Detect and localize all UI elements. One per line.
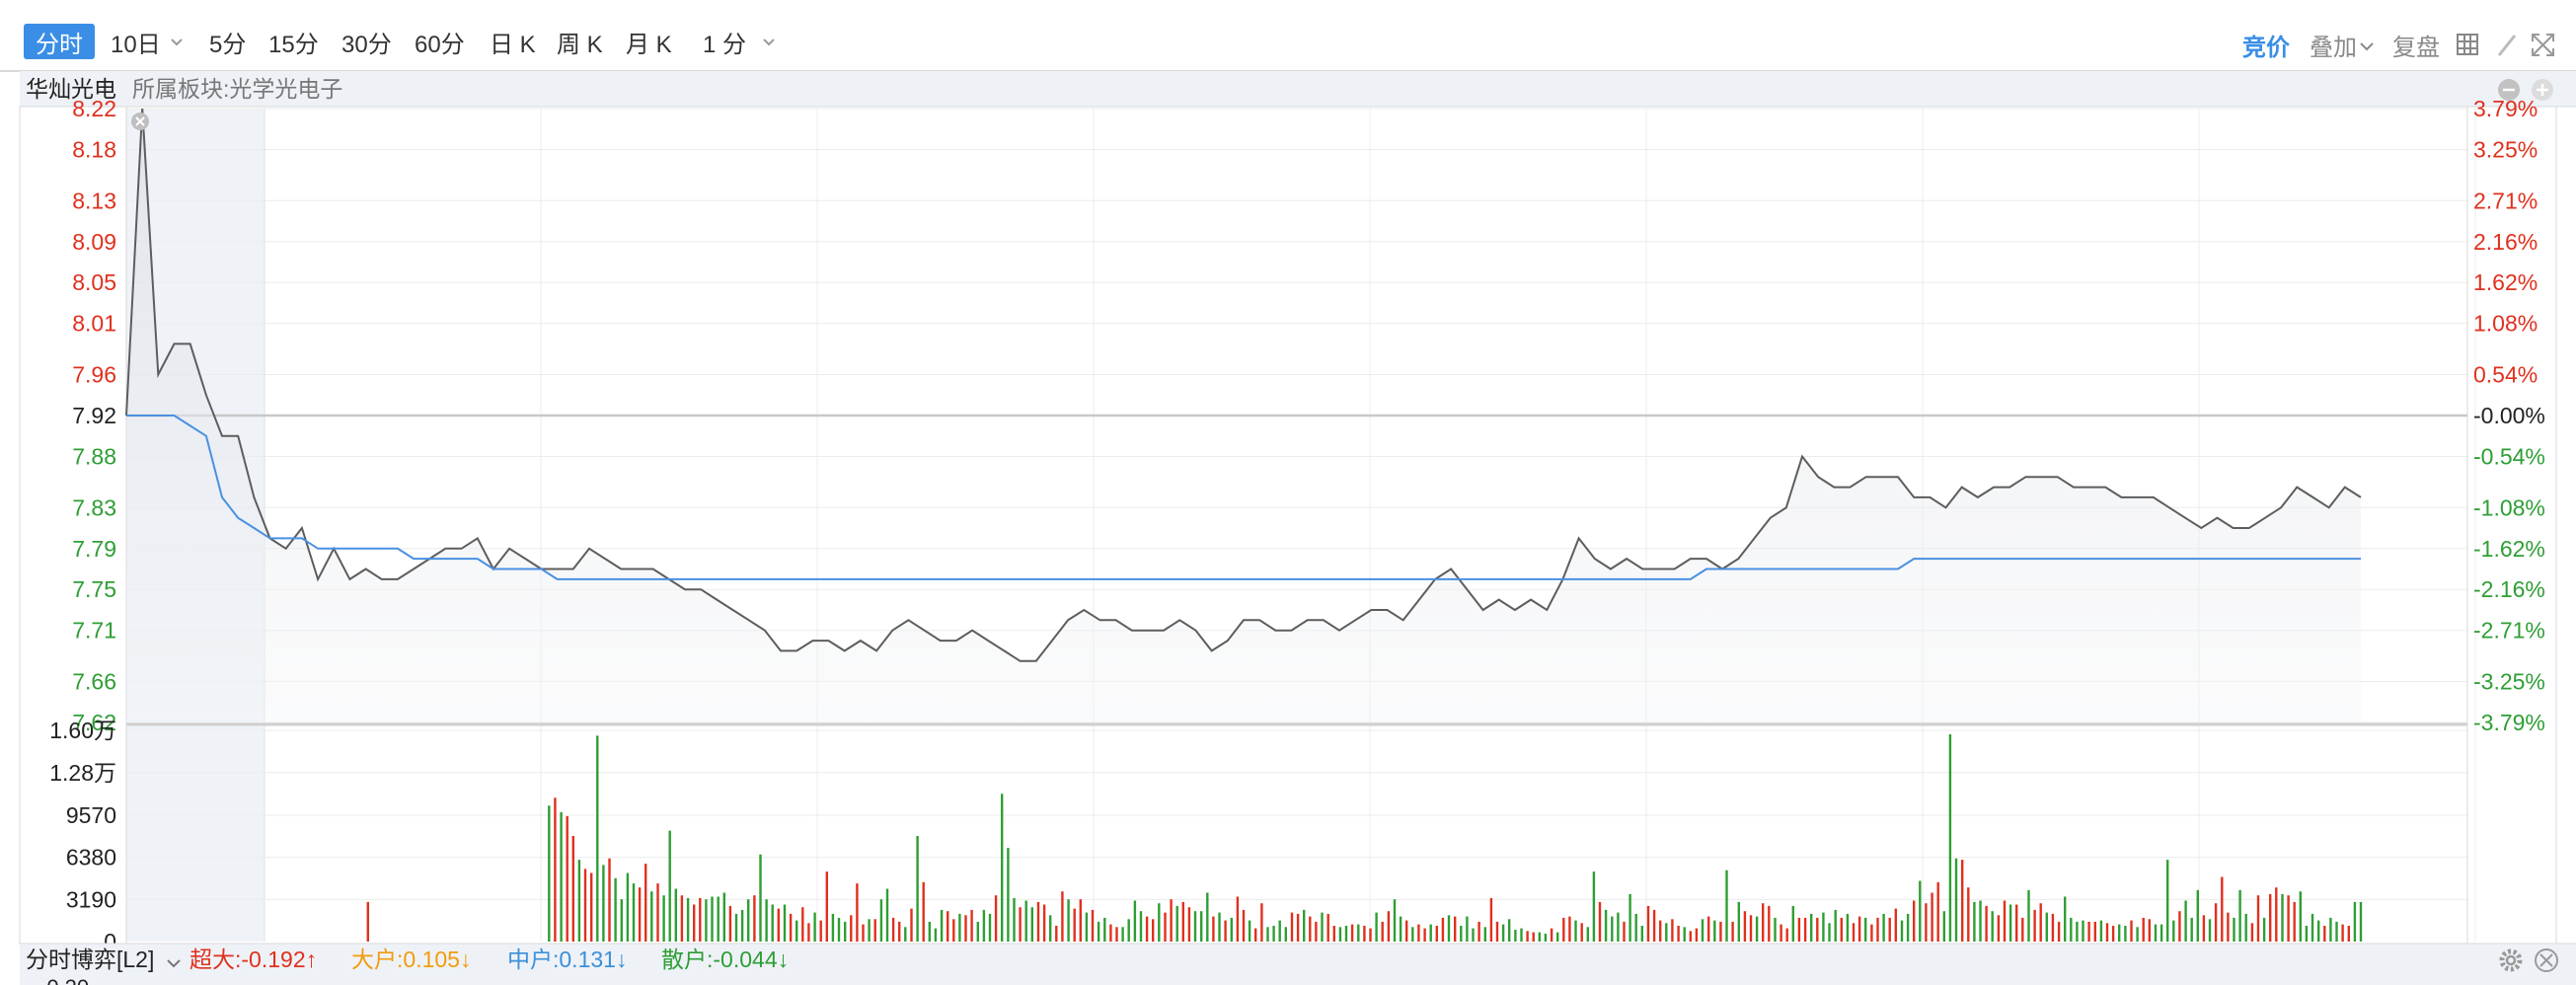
price-tick-label: 8.09 [72,229,116,255]
tab-active-bg [24,24,95,59]
period-tab[interactable]: 15分 [268,32,319,58]
period-tab[interactable]: 5分 [209,32,246,58]
flow-indicator: 中户:0.131↓ [507,947,627,972]
plus-circle-icon[interactable] [2532,79,2553,101]
price-tick-label: 8.18 [72,136,116,162]
price-tick-label: 7.88 [72,443,116,469]
close-marker-icon[interactable] [131,113,149,130]
average-price-line [126,415,2361,580]
percent-tick-label: -2.71% [2473,618,2545,644]
price-tick-label: 7.62 [72,710,116,735]
period-tab[interactable]: 月 K [626,32,672,58]
replay-button[interactable]: 复盘 [2392,35,2440,61]
overlay-chevron-down-icon[interactable] [2360,42,2374,51]
toolbar [0,0,2576,71]
period-tab[interactable]: 日 K [490,32,536,58]
grid-icon[interactable] [2457,34,2478,55]
price-tick-label: 7.66 [72,669,116,695]
flow-indicator: 大户:0.105↓ [351,947,471,972]
fullscreen-icon[interactable] [2532,34,2554,56]
percent-tick-label: -3.79% [2473,710,2545,735]
percent-tick-label: 2.71% [2473,188,2538,213]
volume-tick-label: 9570 [66,802,116,828]
percent-tick-label: 3.79% [2473,96,2538,121]
minus-circle-icon[interactable] [2498,79,2520,101]
percent-tick-label: 1.62% [2473,269,2538,295]
volume-tick-label: 6380 [66,845,116,871]
price-tick-label: 7.83 [72,494,116,520]
bottom-bar [20,944,2576,985]
volume-tick-label: 1.28万 [49,760,116,786]
price-tick-label: 7.75 [72,576,116,602]
flow-indicator: 超大:-0.192↑ [189,947,317,972]
overlay-button[interactable]: 叠加 [2310,35,2357,61]
price-line [125,108,2362,662]
period-tab[interactable]: 30分 [341,32,392,58]
price-tick-label: 7.79 [72,536,116,562]
info-bar [20,71,2576,107]
percent-tick-label: -2.16% [2473,576,2545,602]
chevron-down-icon[interactable] [171,38,183,46]
chevron-down-icon[interactable] [763,38,775,46]
price-tick-label: 7.71 [72,618,116,644]
period-tab[interactable]: 分时 [36,32,83,58]
price-tick-label: 7.92 [72,403,116,428]
bid-price-button[interactable]: 竞价 [2242,34,2291,61]
volume-tick-label: 3190 [66,886,116,912]
period-tab[interactable]: 周 K [557,32,603,58]
price-tick-label: 8.05 [72,269,116,295]
percent-tick-label: 2.16% [2473,229,2538,255]
bottom-chevron-down-icon[interactable] [167,959,181,968]
gear-icon[interactable] [2499,948,2523,972]
close-icon[interactable] [2535,948,2558,972]
period-tab[interactable]: 60分 [415,32,465,58]
price-tick-label: 8.13 [72,188,116,213]
bottom-title[interactable]: 分时博弈[L2] [26,947,154,972]
percent-tick-label: 3.25% [2473,136,2538,162]
preopen-shade-volume [126,726,265,942]
period-tab[interactable]: 1 分 [703,32,746,58]
sector-label[interactable]: 所属板块:光学光电子 [132,76,342,102]
price-tick-label: 8.01 [72,311,116,337]
volume-tick-label: 1.60万 [49,718,116,743]
price-tick-label: 7.96 [72,362,116,388]
price-tick-label: 8.22 [72,96,116,121]
percent-tick-label: -0.54% [2473,443,2545,469]
percent-tick-label: 0.54% [2473,362,2538,388]
next-panel-label: -0.20 [39,975,89,985]
flow-indicator: 散户:-0.044↓ [661,947,789,972]
percent-tick-label: -1.08% [2473,494,2545,520]
percent-tick-label: -1.62% [2473,536,2545,562]
period-tab[interactable]: 10日 [111,32,161,58]
percent-tick-label: -3.25% [2473,669,2545,695]
percent-tick-label: -0.00% [2473,403,2545,428]
stock-name: 华灿光电 [26,76,116,102]
pen-icon[interactable] [2497,35,2517,56]
percent-tick-label: 1.08% [2473,311,2538,337]
